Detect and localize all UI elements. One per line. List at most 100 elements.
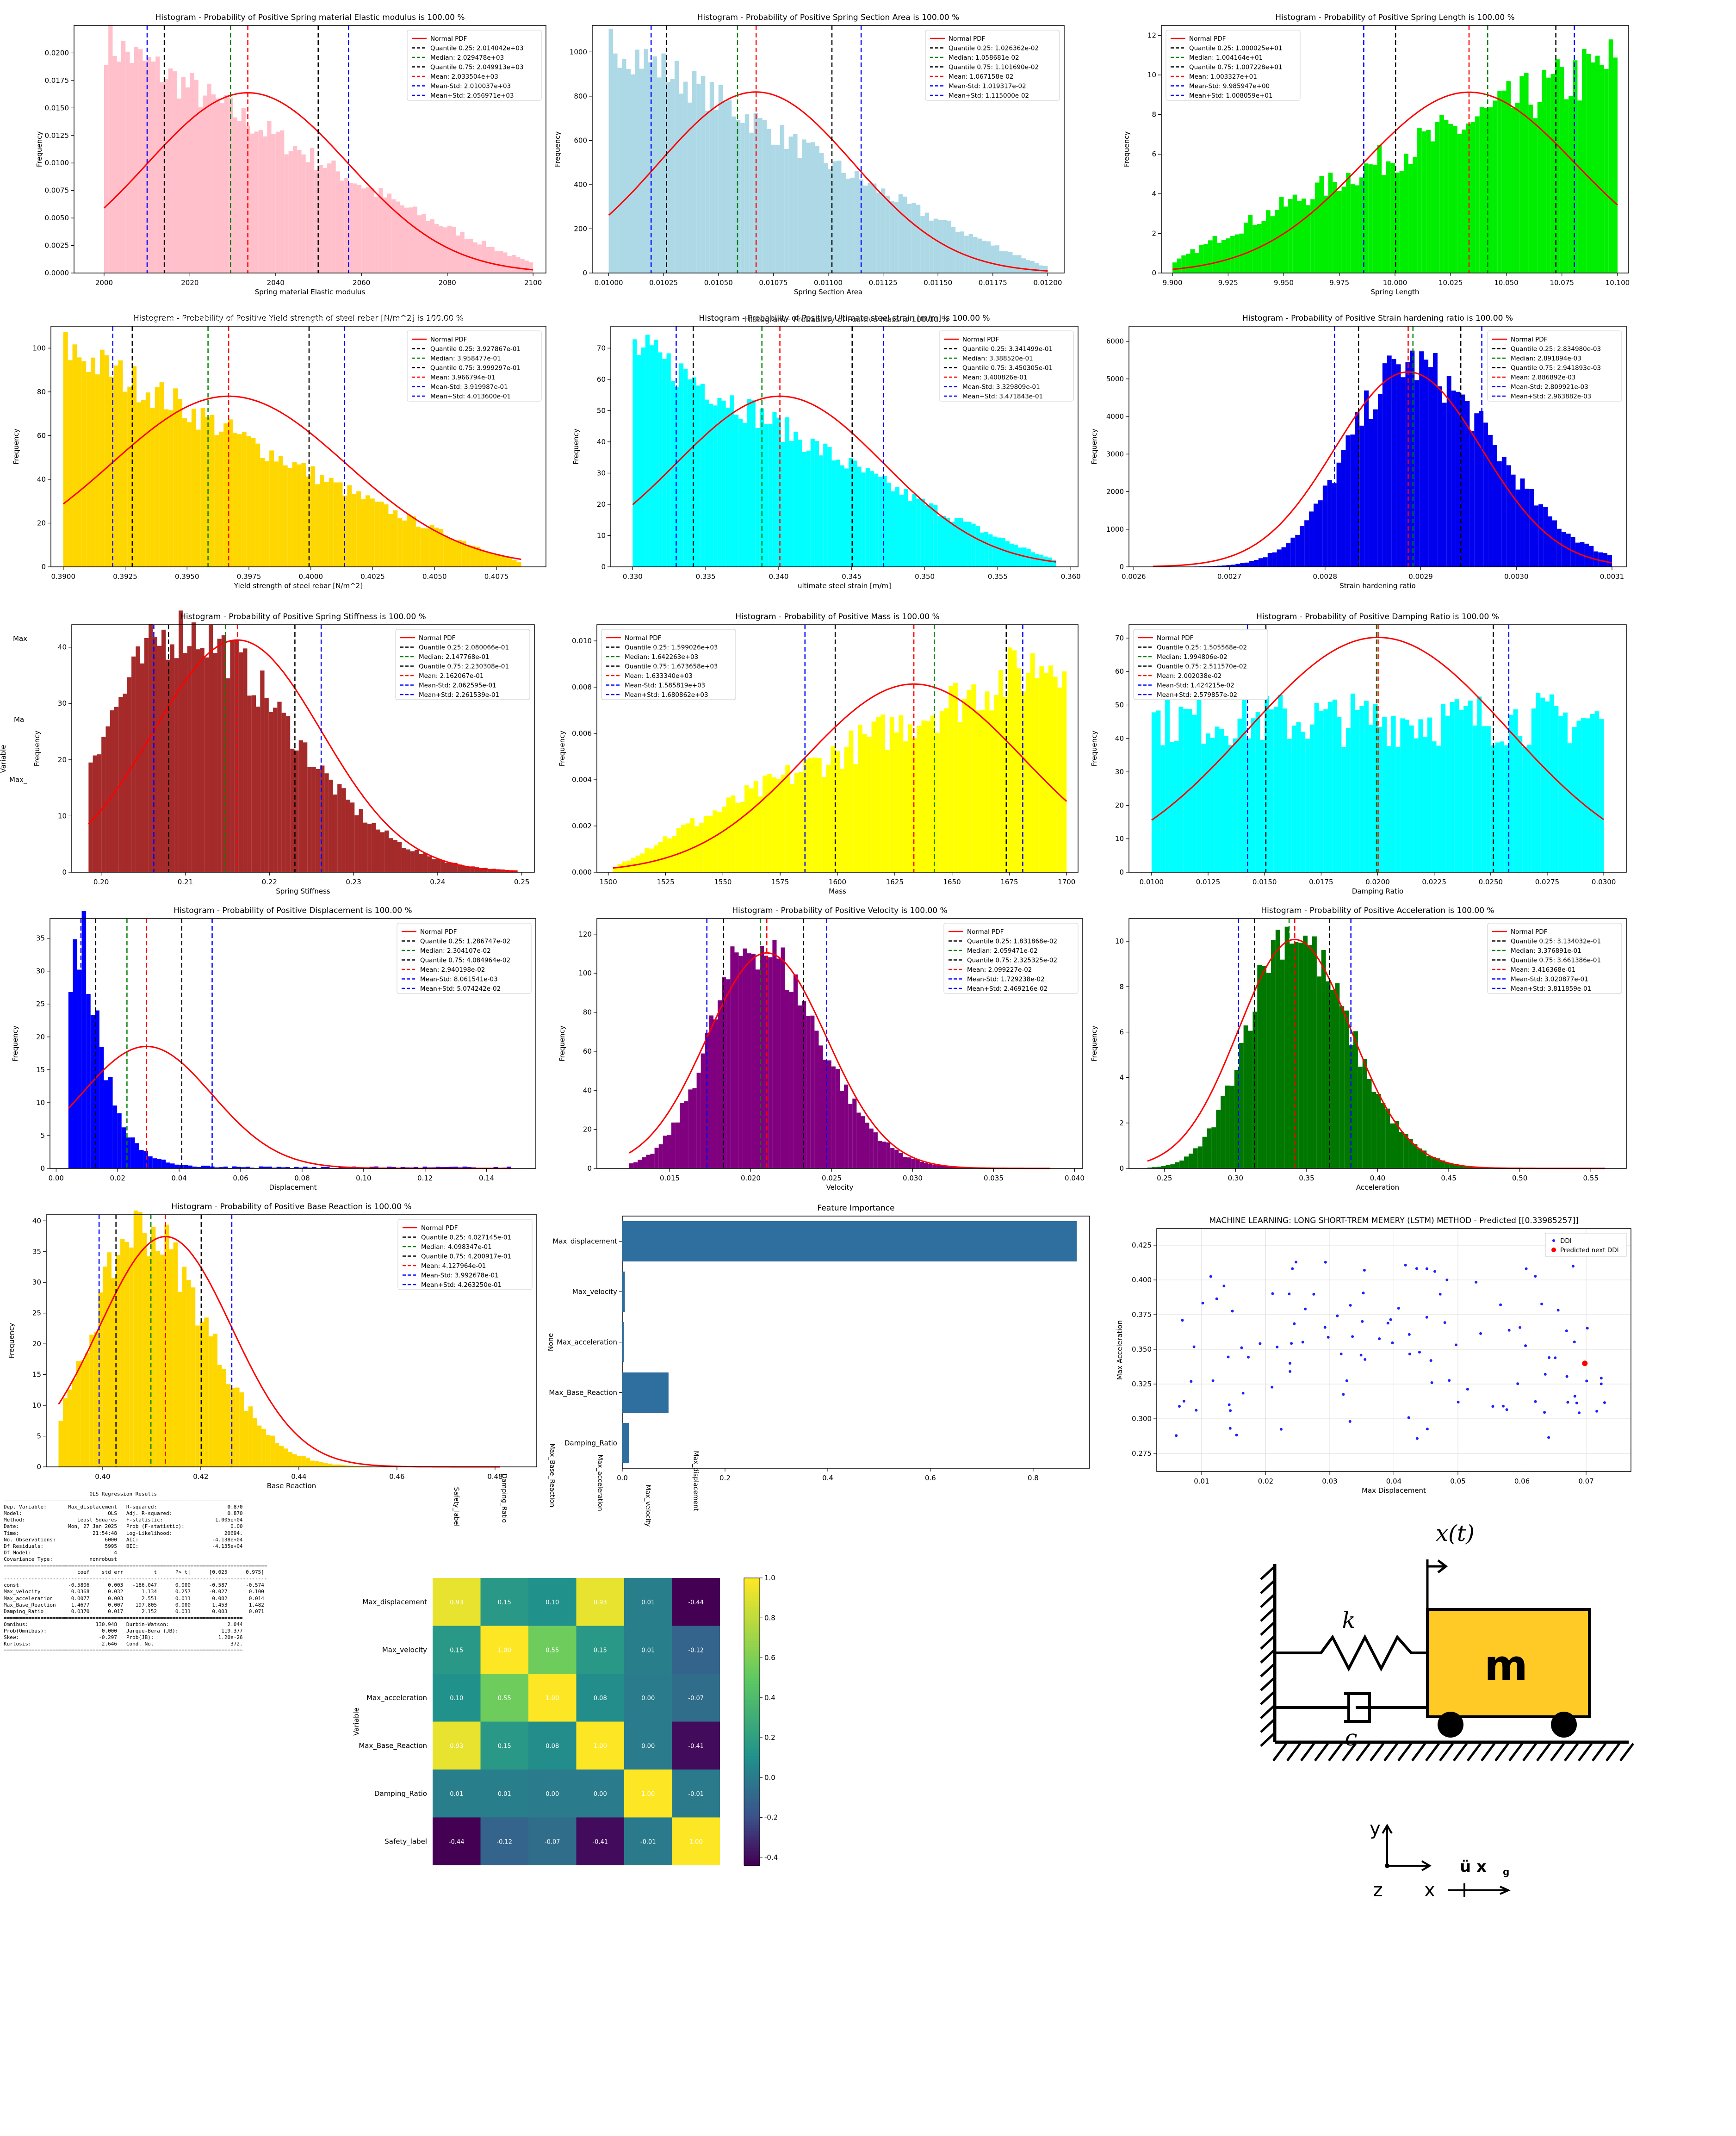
heatmap-cell (672, 1770, 720, 1818)
histogram-bar (512, 560, 517, 567)
histogram-bar (257, 1425, 262, 1467)
histogram-bar (828, 169, 833, 273)
histogram-bar (1228, 745, 1233, 872)
colorbar-segment (744, 1813, 760, 1817)
histogram-bar (1296, 722, 1301, 872)
histogram-bar (147, 1256, 151, 1467)
histogram-bar (297, 1456, 302, 1467)
y-axis-label: Frequency (12, 428, 20, 465)
legend-box (1487, 330, 1622, 402)
histogram-bar (1432, 353, 1438, 567)
histogram-bar (1260, 740, 1265, 872)
histogram-bar (356, 491, 361, 567)
heatmap-cell (624, 1626, 672, 1674)
colorbar-segment (744, 1836, 760, 1840)
histogram-bar (354, 815, 359, 872)
histogram-bar (1217, 242, 1221, 273)
cell-value: 0.55 (546, 1647, 559, 1654)
histogram-bar (1382, 717, 1387, 872)
histogram-bar (324, 482, 329, 567)
histogram-bar (187, 646, 192, 872)
histogram-bar (1582, 49, 1587, 273)
cell-value: -0.07 (545, 1838, 560, 1845)
x-tick-label: 0.355 (988, 572, 1008, 581)
colorbar-segment (744, 1799, 760, 1803)
x-axis-label: Spring material Elastic modulus (255, 288, 366, 296)
histogram-bar (415, 526, 421, 567)
histogram-bar (798, 440, 802, 567)
ddi-point (1547, 1356, 1550, 1359)
histogram-bar (638, 1160, 642, 1168)
histogram-bar (793, 974, 798, 1168)
histogram-bar (170, 1163, 175, 1168)
histogram-bar (738, 956, 743, 1168)
ddi-point (1295, 1260, 1298, 1264)
histogram-bar (1381, 1103, 1386, 1168)
histogram-bar (173, 388, 178, 567)
histogram-bar (484, 552, 490, 567)
cell-value: -0.41 (688, 1743, 704, 1750)
histogram-bar (1275, 930, 1280, 1168)
histogram-bar (1432, 741, 1437, 872)
colorbar-segment (744, 1816, 760, 1820)
histogram-bar (1346, 727, 1351, 872)
histogram-bar (292, 462, 297, 567)
histogram-bar (1057, 687, 1062, 872)
histogram-bar (1152, 1167, 1157, 1168)
histogram-bar (1584, 543, 1589, 567)
histogram-bar (89, 1335, 94, 1467)
histogram-bar (1169, 742, 1174, 872)
histogram-bar (818, 1045, 823, 1168)
x-tick-label: 9.975 (1329, 279, 1349, 287)
spring-label: k (1342, 1608, 1355, 1633)
histogram-bar (329, 779, 333, 872)
histogram-bar (477, 244, 482, 273)
x-tick-label: 0.340 (769, 572, 788, 581)
histogram-bar (318, 165, 323, 273)
histogram-bar (157, 646, 161, 872)
histogram-bar (1025, 260, 1030, 273)
legend-entry: Quantile 0.75: 3.450305e-01 (962, 365, 1053, 372)
histogram-bar (196, 649, 200, 872)
histogram-bar (1160, 745, 1166, 872)
legend-entry: Mean-Std: 2.062595e-01 (419, 682, 496, 689)
histogram-bar (524, 261, 529, 273)
legend-entry: Mean: 4.127964e-01 (421, 1262, 486, 1270)
histogram-bar (749, 788, 754, 872)
histogram-bar (1441, 704, 1446, 872)
ddi-point (1271, 1385, 1274, 1389)
x-tick-label: 0.0200 (1365, 878, 1390, 886)
histogram-bar (483, 868, 488, 872)
x-tick-label: 10.000 (1383, 279, 1407, 287)
histogram-bar (680, 1103, 684, 1168)
y-tick-label: 20 (597, 500, 606, 509)
histogram-bar (462, 1166, 467, 1168)
histogram-bar (1435, 1158, 1440, 1168)
histogram-bar (423, 853, 428, 872)
histogram-bar (283, 465, 288, 567)
colorbar-segment (744, 1670, 760, 1673)
histogram-bar (975, 526, 980, 567)
histogram-bar (112, 1105, 118, 1168)
x-tick-label: 0.40 (95, 1472, 110, 1481)
legend-entry: Median: 1.058681e-02 (949, 54, 1019, 62)
histogram-bar (954, 518, 959, 567)
colorbar-segment (744, 1684, 760, 1688)
colorbar-segment (744, 1713, 760, 1717)
histogram-bar (279, 1446, 284, 1467)
histogram-bar (1212, 566, 1217, 567)
ddi-point (1327, 1335, 1330, 1339)
histogram-bar (663, 836, 668, 872)
histogram-bar (236, 1167, 242, 1168)
y-tick-label: 0 (62, 868, 67, 876)
x-axis-label: ultimate steel strain [m/m] (798, 582, 891, 590)
histogram-bar (430, 219, 434, 273)
histogram-bar (143, 1151, 149, 1168)
y-axis-label: Frequency (7, 1323, 16, 1359)
x-tick-label: 1675 (1000, 878, 1018, 886)
x-tick-label: 0.02 (110, 1174, 125, 1182)
heatmap-cell (672, 1626, 720, 1674)
histogram-bar (1355, 412, 1360, 567)
axes-frame (50, 918, 536, 1169)
legend-entry: Quantile 0.25: 1.831868e-02 (967, 938, 1057, 945)
